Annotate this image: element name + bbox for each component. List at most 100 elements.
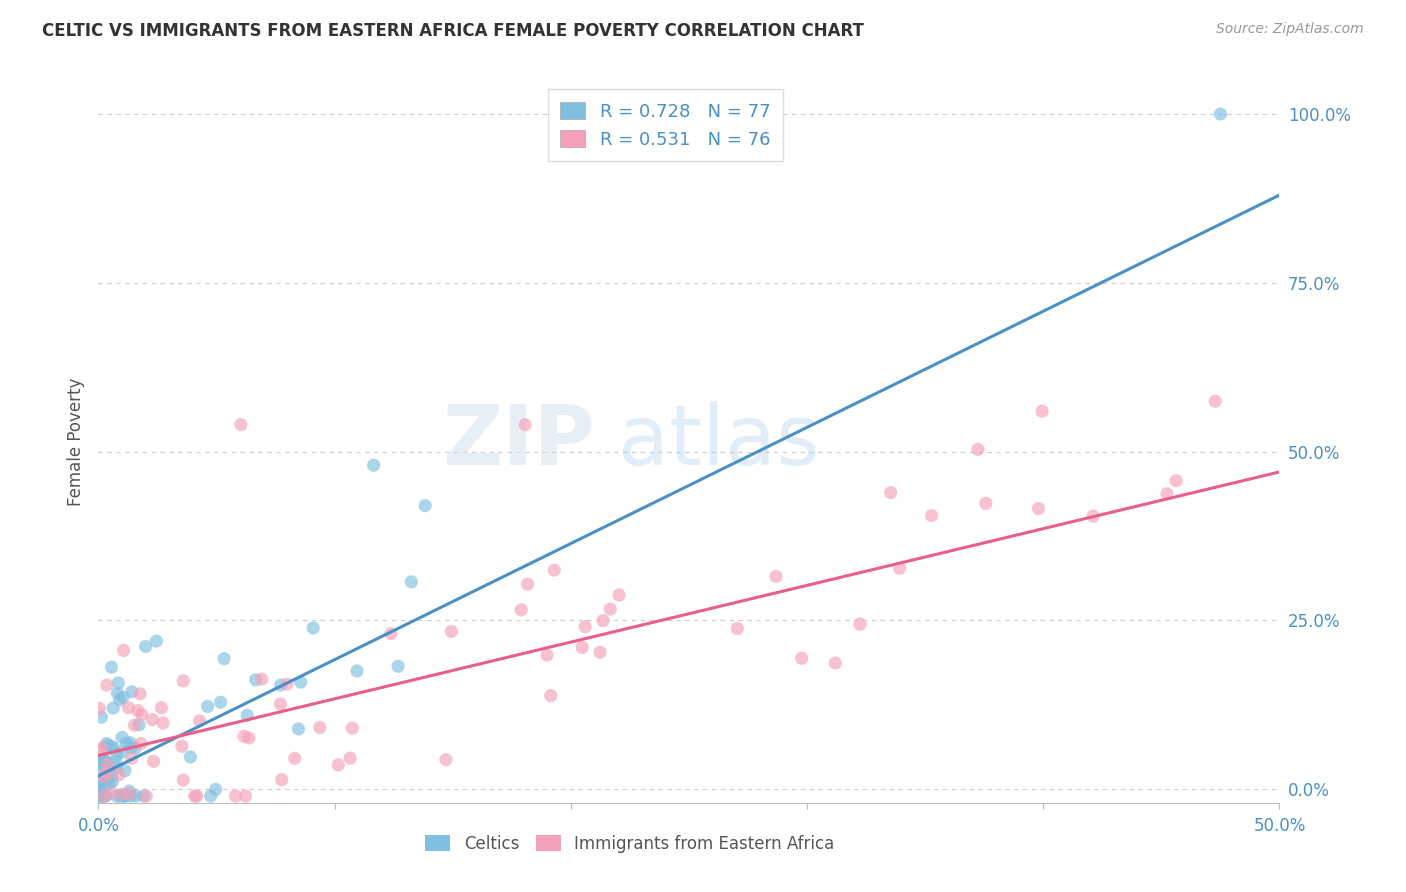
Point: [152, 716, 174, 731]
Point: [129, 687, 152, 701]
Point: [91, 789, 114, 803]
Y-axis label: Female Poverty: Female Poverty: [66, 377, 84, 506]
Point: [238, 731, 260, 745]
Point: [790, 651, 813, 665]
Point: [510, 603, 533, 617]
Point: [824, 656, 846, 670]
Point: [91, 740, 114, 755]
Point: [120, 740, 142, 755]
Point: [89, 753, 111, 767]
Point: [120, 736, 142, 750]
Point: [105, 760, 128, 774]
Point: [110, 789, 132, 803]
Point: [363, 458, 385, 472]
Point: [89, 789, 111, 803]
Point: [101, 769, 124, 783]
Point: [725, 622, 748, 636]
Point: [346, 664, 368, 678]
Point: [105, 747, 128, 762]
Point: [212, 651, 235, 665]
Point: [111, 745, 134, 759]
Point: [197, 699, 219, 714]
Point: [96, 678, 118, 692]
Point: [93, 789, 115, 803]
Point: [440, 624, 463, 639]
Point: [105, 686, 128, 700]
Point: [172, 773, 194, 788]
Point: [90, 766, 112, 780]
Point: [103, 741, 125, 756]
Point: [599, 602, 621, 616]
Point: [387, 659, 409, 673]
Point: [889, 561, 911, 575]
Point: [132, 789, 155, 803]
Point: [124, 741, 146, 756]
Point: [121, 751, 143, 765]
Point: [89, 701, 111, 715]
Point: [135, 640, 157, 654]
Point: [515, 417, 537, 432]
Point: [308, 721, 330, 735]
Point: [94, 761, 117, 775]
Point: [124, 789, 146, 803]
Point: [209, 695, 232, 709]
Point: [245, 673, 267, 687]
Point: [90, 776, 112, 790]
Point: [516, 577, 538, 591]
Point: [142, 755, 165, 769]
Point: [98, 776, 121, 790]
Point: [141, 713, 163, 727]
Point: [114, 789, 136, 803]
Point: [974, 496, 997, 510]
Point: [118, 787, 141, 801]
Point: [179, 750, 201, 764]
Point: [1028, 501, 1050, 516]
Point: [145, 634, 167, 648]
Point: [118, 784, 141, 798]
Point: [571, 640, 593, 655]
Point: [105, 789, 128, 803]
Point: [94, 789, 117, 803]
Point: [96, 739, 118, 753]
Point: [592, 614, 614, 628]
Point: [108, 693, 131, 707]
Point: [287, 722, 309, 736]
Point: [204, 782, 226, 797]
Point: [98, 767, 121, 781]
Point: [235, 789, 257, 803]
Point: [131, 707, 153, 722]
Text: atlas: atlas: [619, 401, 820, 482]
Point: [765, 569, 787, 583]
Point: [150, 700, 173, 714]
Point: [97, 756, 120, 770]
Point: [93, 770, 115, 784]
Point: [121, 685, 143, 699]
Point: [250, 672, 273, 686]
Point: [434, 753, 457, 767]
Point: [921, 508, 943, 523]
Point: [1209, 107, 1232, 121]
Point: [172, 673, 194, 688]
Point: [183, 789, 205, 803]
Point: [101, 786, 124, 800]
Point: [90, 710, 112, 724]
Point: [233, 729, 256, 743]
Point: [380, 626, 402, 640]
Point: [188, 714, 211, 728]
Point: [339, 751, 361, 765]
Point: [87, 756, 110, 770]
Point: [112, 643, 135, 657]
Point: [114, 789, 136, 803]
Point: [120, 789, 142, 803]
Point: [200, 789, 222, 803]
Point: [111, 789, 134, 803]
Point: [94, 789, 117, 803]
Point: [967, 442, 990, 457]
Point: [1081, 509, 1104, 524]
Point: [87, 782, 110, 797]
Point: [128, 718, 150, 732]
Point: [270, 772, 292, 787]
Point: [879, 485, 901, 500]
Point: [284, 751, 307, 765]
Point: [91, 789, 114, 803]
